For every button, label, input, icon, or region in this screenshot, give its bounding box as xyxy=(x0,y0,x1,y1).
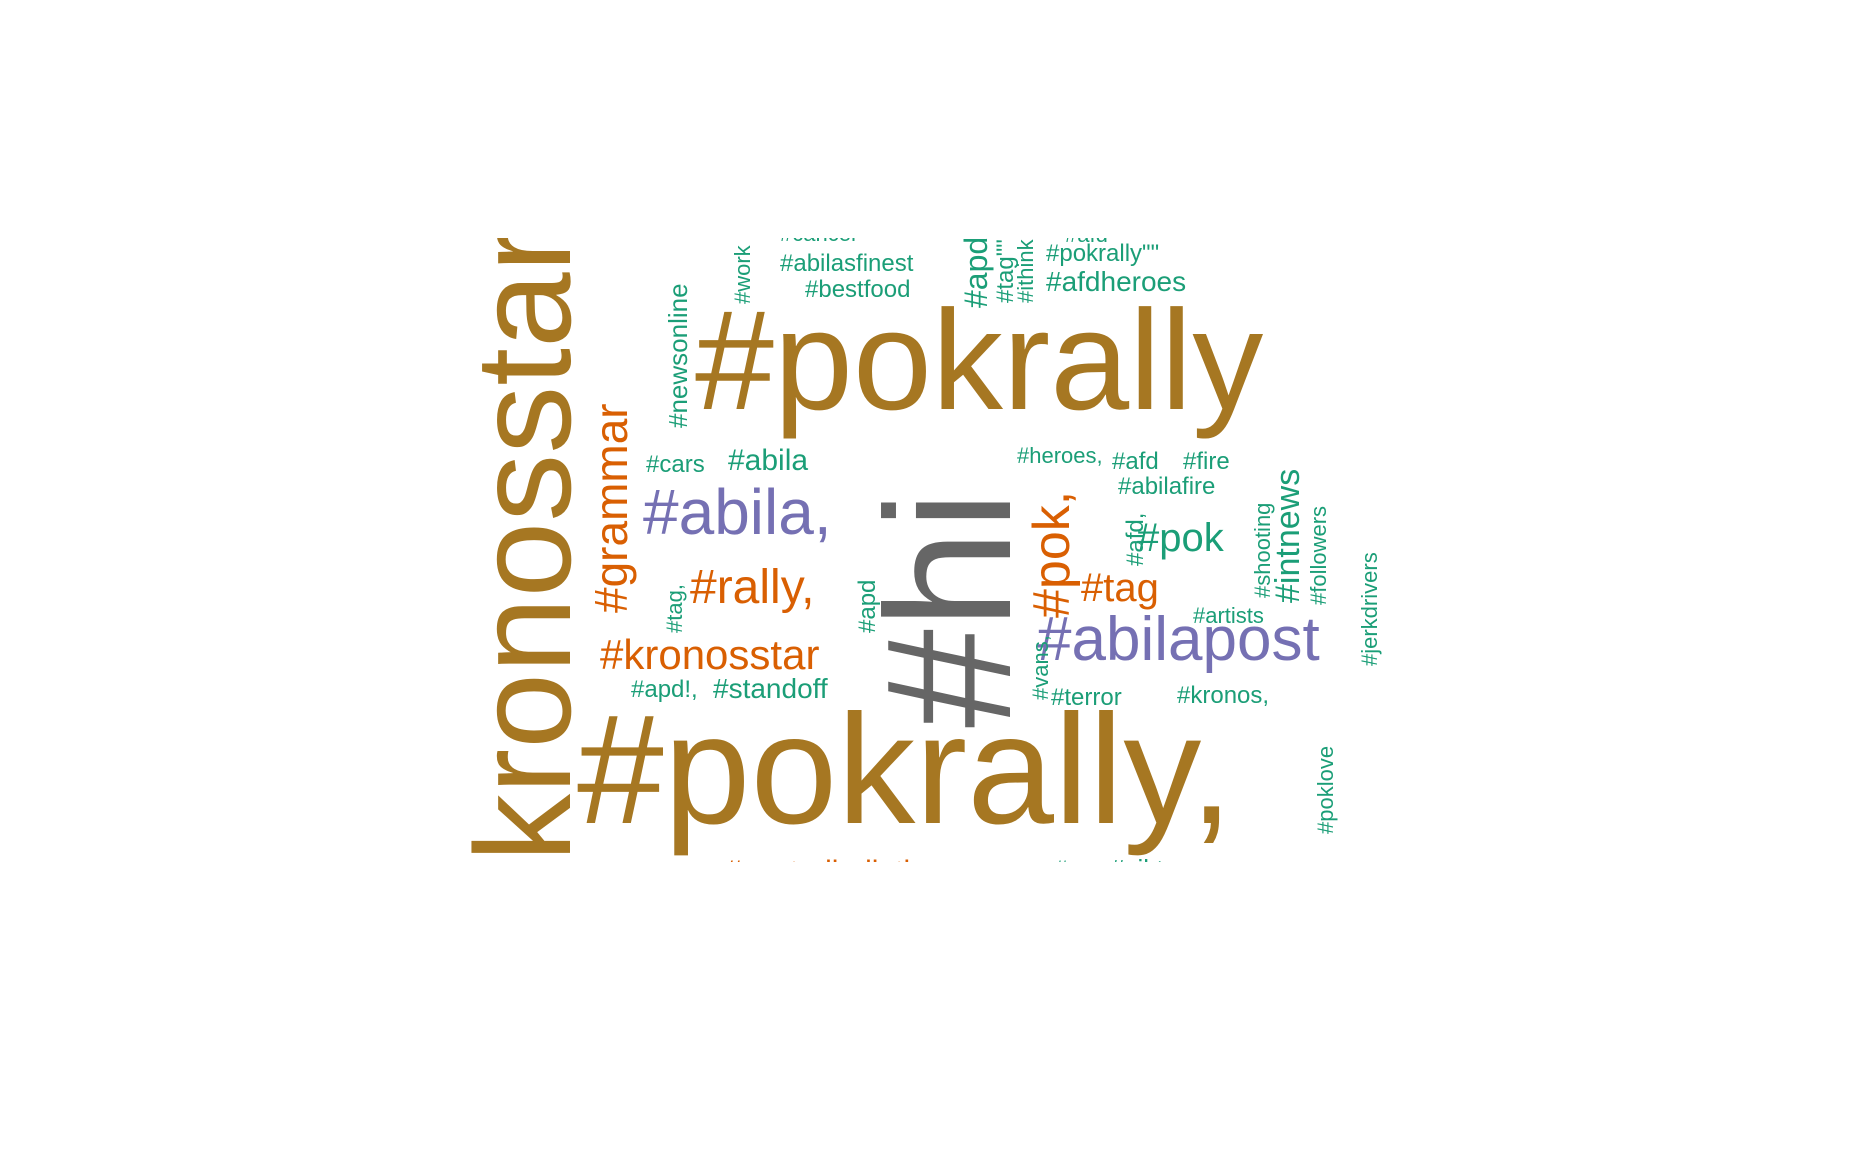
word-jerkdrivers: #jerkdrivers xyxy=(1357,552,1382,666)
word-centralbulletin: #centralbulletin xyxy=(725,857,927,863)
word-kronosstar: #kronosstar xyxy=(600,631,820,678)
word-poklove: #poklove xyxy=(1313,745,1338,834)
word-afd: #afd xyxy=(1112,448,1159,475)
word-gs: #gs xyxy=(1055,858,1090,863)
word-cancer: #cancer xyxy=(780,238,858,245)
word-abilapost: #abilapost xyxy=(1037,605,1320,674)
word-apd: #apd xyxy=(958,238,994,308)
word-standoff: #standoff xyxy=(713,673,828,704)
word-abilafire: #abilafire xyxy=(1118,473,1216,500)
word-tag: #tag xyxy=(1081,566,1159,610)
word-apd: #apd xyxy=(854,579,881,633)
word-abila: #abila xyxy=(728,444,809,477)
word-newsonline: #newsonline xyxy=(663,283,693,428)
word-grammar: #grammar xyxy=(585,403,637,613)
word-pokrally: #pokrally xyxy=(695,281,1264,440)
word-terror: #terror xyxy=(1051,684,1122,711)
word-artists: #artists xyxy=(1193,603,1264,628)
word-pokrally: #pokrally"" xyxy=(1046,240,1160,267)
word-work: #work xyxy=(730,245,755,304)
word-pokrally: #pokrally, xyxy=(577,683,1234,857)
word-fire: #fire xyxy=(1183,448,1230,475)
word-cars: #cars xyxy=(646,451,705,478)
word-bestfood: #bestfood xyxy=(805,276,911,303)
word-afd: #afd xyxy=(1065,238,1108,246)
word-tag: #tag, xyxy=(662,584,687,633)
word-heroes: #heroes, xyxy=(1017,443,1103,468)
word-apd: #apd!, xyxy=(631,676,698,703)
word-kronosstar: kronosstar xyxy=(447,238,599,862)
word-abila: #abila, xyxy=(643,476,832,548)
word-rally: #rally, xyxy=(690,561,815,614)
word-viktor-e: #viktor-e xyxy=(1110,856,1210,862)
word-abilasfinest: #abilasfinest xyxy=(780,250,914,277)
word-pok: #pok xyxy=(1137,516,1224,560)
word-pok: #pok, xyxy=(1023,490,1081,618)
word-kronos: #kronos, xyxy=(1177,682,1270,709)
word-ithinkitsfunny: #ithinkitsfunny xyxy=(1013,238,1038,303)
word-intnews: #intnews xyxy=(1269,468,1307,603)
word-afdheroes: #afdheroes xyxy=(1046,266,1187,297)
word-vans: #vans, xyxy=(1028,635,1053,700)
word-hi: #hi xyxy=(849,490,1048,728)
word-cloud: kronosstar #pokrally #pokrally, #hi #abila, #… xyxy=(445,238,1385,862)
word-followers: #followers xyxy=(1306,505,1331,605)
